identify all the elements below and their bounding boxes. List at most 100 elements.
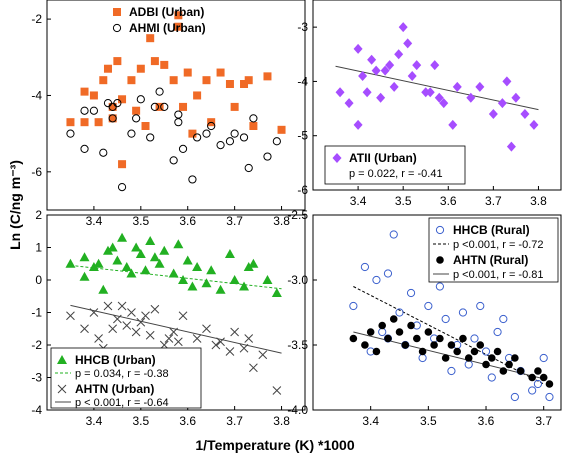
data-point (224, 249, 235, 258)
data-point (174, 110, 183, 119)
y-axis-label: Ln (C/ng m⁻³) (7, 160, 23, 250)
data-point (108, 102, 117, 111)
data-point (113, 314, 122, 324)
data-point (178, 275, 189, 284)
data-point (539, 373, 548, 382)
data-point (150, 57, 159, 66)
y-tick-label: -4 (297, 74, 308, 88)
data-point (179, 102, 188, 111)
legend-marker (113, 8, 121, 16)
data-point (380, 65, 390, 76)
legend-box (50, 347, 202, 409)
data-point (395, 328, 404, 336)
data-point (403, 38, 413, 49)
data-point (108, 114, 117, 123)
data-point (206, 265, 217, 275)
data-point (362, 87, 372, 98)
data-point (103, 301, 113, 311)
legend: HHCB (Rural) p <0.001, r = -0.72 AHTN (Rur… (428, 217, 559, 283)
data-point (372, 347, 381, 356)
data-point (132, 114, 141, 123)
data-point (188, 129, 197, 138)
data-point (447, 341, 456, 349)
data-point (505, 360, 513, 369)
data-point (118, 95, 127, 104)
data-point (263, 152, 272, 161)
data-point (155, 102, 164, 111)
data-point (516, 367, 525, 375)
data-point (168, 268, 179, 278)
data-point (510, 392, 519, 402)
y-tick-label: -6 (297, 183, 308, 197)
legend-box (324, 145, 466, 185)
data-point (389, 315, 398, 323)
data-point (389, 81, 399, 92)
data-point (430, 60, 440, 71)
legend: HHCB (Urban)p = 0.034, r = -0.38 AHTN (Ur… (50, 347, 202, 409)
data-point (466, 92, 476, 103)
data-point (173, 337, 183, 347)
data-point (482, 360, 490, 369)
data-point (202, 129, 211, 138)
legend-label: HHCB (Urban) (75, 353, 156, 367)
data-point (534, 367, 542, 375)
data-point (271, 288, 282, 297)
legend-label: AHTN (Urban) (75, 382, 154, 396)
x-tick-label: 3.6 (179, 214, 196, 228)
x-tick-label: 3.5 (132, 214, 149, 228)
data-point (66, 311, 75, 321)
y-tick-label: 1 (35, 241, 42, 255)
data-point (452, 81, 462, 92)
trendline (335, 65, 539, 111)
data-point (459, 334, 467, 343)
data-point (497, 98, 507, 109)
y-tick-label: -5 (297, 129, 308, 143)
panel-top-left: 3.4 3.5 3.6 3.7 3.8 -2 -4 -6 ADBI (Urban) AHMI (U… (31, 0, 306, 228)
data-point (493, 347, 502, 356)
data-point (127, 308, 136, 317)
data-point (470, 347, 479, 356)
data-point (136, 317, 146, 327)
data-point (389, 230, 398, 239)
legend-marker (112, 23, 122, 33)
data-point (470, 334, 479, 343)
data-point (155, 87, 164, 96)
data-point (118, 160, 127, 169)
y-tick-label: -3 (297, 20, 308, 34)
data-point (131, 242, 142, 252)
y-tick-label: 2 (35, 208, 42, 222)
data-point (243, 262, 254, 271)
data-point (80, 324, 89, 334)
plot-frame (46, 0, 306, 211)
y-tick-label: -2.5 (287, 208, 308, 222)
data-point (145, 330, 155, 340)
data-point (88, 262, 99, 271)
data-point (183, 68, 192, 77)
data-point (249, 122, 258, 130)
data-point (146, 133, 155, 142)
data-point (145, 236, 156, 245)
x-tick-label: 3.8 (273, 214, 290, 228)
data-point (248, 258, 259, 268)
data-point (487, 373, 496, 382)
data-point (434, 92, 444, 103)
series (66, 301, 282, 395)
series (65, 232, 282, 297)
x-tick-label: 3.7 (535, 414, 552, 428)
data-point (121, 262, 132, 271)
data-point (80, 106, 89, 115)
panels: 3.4 3.5 3.6 3.7 3.8 -2 -4 -6 ADBI (Urban) AHMI (U… (31, 0, 562, 428)
legend: ADBI (Urban) AHMI (Urban) (112, 5, 206, 35)
data-point (154, 258, 165, 268)
data-point (406, 288, 416, 298)
data-point (164, 334, 174, 343)
data-point (447, 366, 456, 376)
data-point (258, 350, 268, 360)
data-point (160, 60, 169, 69)
data-point (230, 102, 239, 111)
data-point (453, 347, 461, 356)
data-point (367, 54, 377, 65)
data-point (225, 137, 235, 146)
data-point (136, 95, 145, 104)
